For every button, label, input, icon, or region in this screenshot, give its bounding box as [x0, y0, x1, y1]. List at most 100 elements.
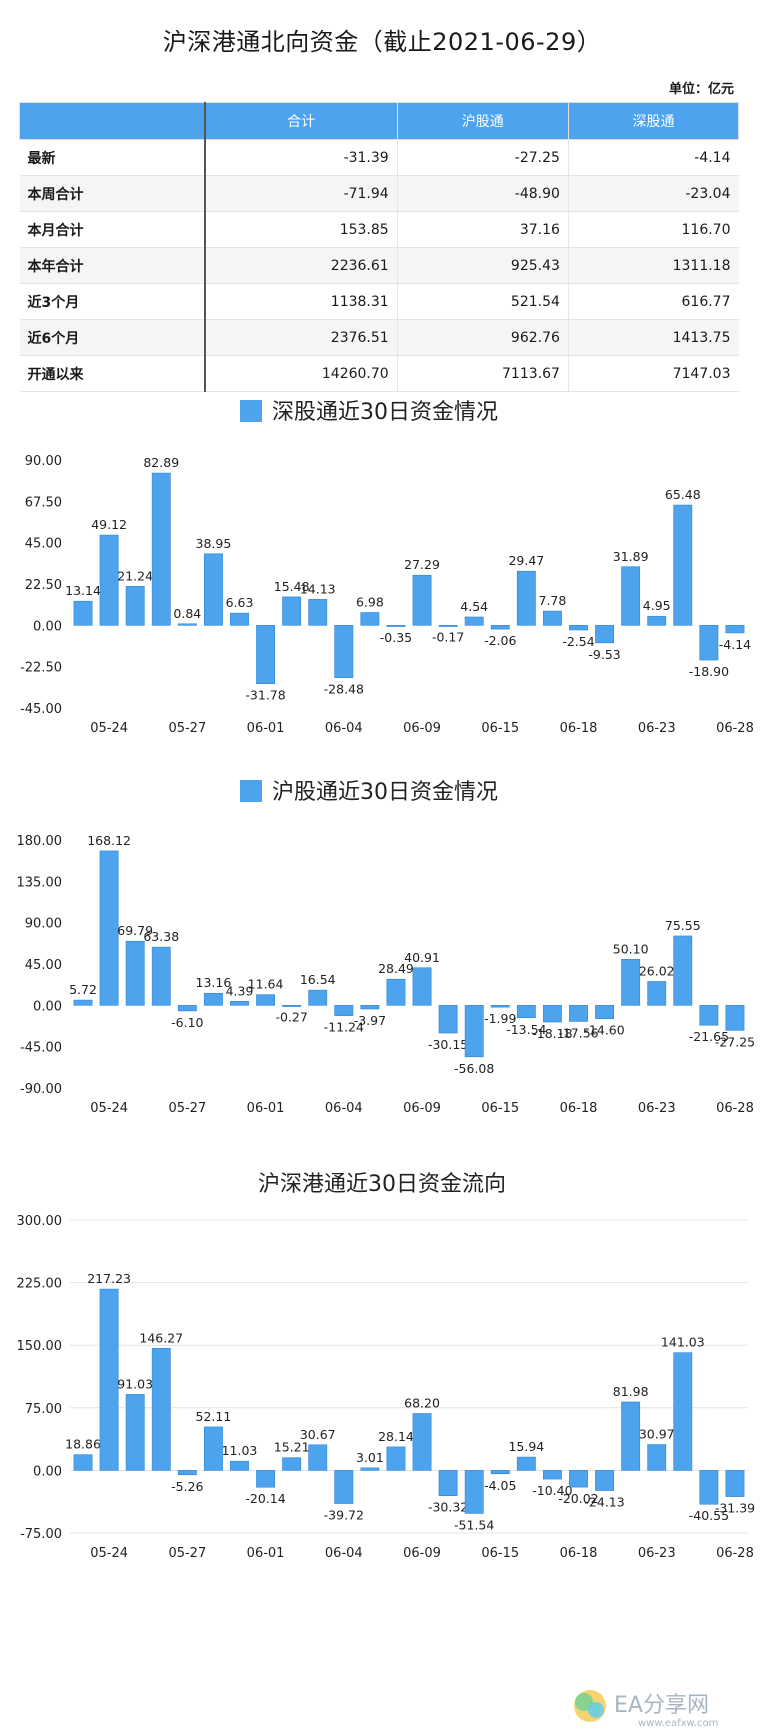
data-label: 3.01	[356, 1450, 384, 1465]
bar	[360, 612, 380, 626]
x-tick-label: 06-09	[403, 1546, 441, 1561]
table-row: 本月合计 153.85 37.16 116.70	[19, 211, 739, 248]
cell-total: 2236.61	[204, 247, 398, 284]
x-tick-label: 06-15	[481, 1101, 519, 1116]
row-label: 本月合计	[19, 211, 206, 248]
bar	[203, 1426, 223, 1471]
bar	[438, 1470, 458, 1497]
bar	[386, 625, 406, 627]
bar	[699, 625, 719, 661]
data-label: 7.78	[539, 593, 567, 608]
y-tick-label: 135.00	[17, 875, 63, 890]
svg-text:EA分享网: EA分享网	[614, 1693, 709, 1718]
data-label: 146.27	[139, 1330, 183, 1345]
shanghai-connect-chart-svg: 沪股通近30日资金情况 180.00 135.00 90.00 45.00 0.00 -45…	[17, 780, 755, 1116]
x-tick-label: 05-24	[90, 1101, 128, 1116]
data-label: 18.86	[65, 1437, 101, 1452]
x-tick-label: 05-24	[90, 721, 128, 736]
bar	[334, 1005, 354, 1016]
cell-shenzhen: 7147.03	[568, 355, 739, 392]
total-connect-chart-svg: 沪深港通近30日资金流向 300.00 225.00 150.00 75.00 0.00 -…	[17, 1172, 756, 1561]
data-label: -31.78	[245, 688, 285, 703]
data-label: 13.14	[65, 583, 101, 598]
cell-total: 2376.51	[204, 319, 398, 356]
bar	[516, 570, 536, 626]
data-label: -3.97	[354, 1013, 386, 1028]
data-label: 65.48	[665, 487, 701, 502]
y-tick-label: 45.00	[25, 537, 62, 552]
data-label: 0.84	[173, 606, 201, 621]
bar	[125, 586, 145, 626]
x-tick-label: 06-28	[716, 1546, 754, 1561]
y-tick-label: -45.00	[20, 702, 62, 717]
x-tick-label: 06-18	[560, 1546, 598, 1561]
data-label: -9.53	[588, 647, 620, 662]
bar	[490, 1470, 510, 1475]
bar	[386, 978, 406, 1006]
data-label: 21.24	[117, 568, 153, 583]
cell-shanghai: -27.25	[397, 139, 569, 176]
data-label: 28.14	[378, 1429, 414, 1444]
data-label: 40.91	[404, 950, 440, 965]
bar	[308, 599, 328, 626]
cell-shenzhen: 1413.75	[568, 319, 739, 356]
svg-text:www.eafxw.com: www.eafxw.com	[638, 1718, 718, 1729]
row-label: 本年合计	[19, 247, 206, 284]
watermark-logo: EA分享网 www.eafxw.com	[574, 1690, 718, 1729]
page-title: 沪深港通北向资金（截止2021-06-29）	[162, 28, 602, 56]
cell-total: 153.85	[204, 211, 398, 248]
x-tick-label: 05-27	[168, 1101, 206, 1116]
row-label: 近3个月	[19, 283, 206, 320]
bar	[542, 1005, 562, 1023]
bar	[177, 1005, 197, 1012]
y-tick-label: 90.00	[25, 454, 62, 469]
data-label: 4.54	[460, 599, 488, 614]
bar	[569, 625, 588, 631]
x-tick-label: 06-28	[716, 721, 754, 736]
table-row: 近6个月 2376.51 962.76 1413.75	[19, 319, 739, 356]
cell-shenzhen: -23.04	[568, 175, 739, 212]
bar	[230, 1001, 249, 1006]
bar	[73, 999, 93, 1006]
cell-total: -31.39	[204, 139, 398, 176]
data-label: -56.08	[454, 1061, 494, 1076]
data-label: 217.23	[87, 1271, 131, 1286]
bar	[73, 600, 93, 626]
x-tick-label: 06-01	[247, 1101, 285, 1116]
x-tick-label: 06-04	[325, 721, 363, 736]
data-label: 82.89	[143, 455, 179, 470]
data-label: 75.55	[665, 918, 701, 933]
x-tick-label: 05-27	[168, 721, 206, 736]
data-label: -28.48	[324, 682, 364, 697]
bar	[673, 1352, 693, 1471]
y-tick-label: 22.50	[25, 578, 62, 593]
bar	[99, 850, 119, 1006]
bar	[438, 625, 458, 627]
row-label: 本周合计	[19, 175, 206, 212]
bar	[621, 566, 641, 626]
data-label: -39.72	[324, 1508, 364, 1523]
row-label: 最新	[19, 139, 206, 176]
data-label: 15.48	[274, 579, 310, 594]
bar	[177, 623, 197, 626]
cell-shanghai: 521.54	[397, 283, 569, 320]
data-label: 52.11	[196, 1409, 232, 1424]
row-label: 开通以来	[19, 355, 206, 392]
data-label: -2.54	[562, 634, 594, 649]
table-row: 本年合计 2236.61 925.43 1311.18	[19, 247, 739, 284]
x-tick-label: 06-15	[481, 1546, 519, 1561]
data-label: 91.03	[117, 1376, 153, 1391]
data-label: -31.39	[715, 1501, 755, 1516]
table-header-shenzhen: 深股通	[567, 102, 740, 140]
bar	[151, 946, 171, 1006]
data-label: 30.67	[300, 1427, 336, 1442]
bar	[595, 1470, 615, 1491]
bar	[412, 574, 432, 626]
bar	[151, 1348, 171, 1471]
cell-shanghai: 37.16	[397, 211, 569, 248]
table-row: 最新 -31.39 -27.25 -4.14	[19, 139, 739, 176]
table-header-shanghai: 沪股通	[396, 102, 569, 140]
row-label: 近6个月	[19, 319, 206, 356]
data-label: 13.16	[196, 975, 232, 990]
cell-shenzhen: -4.14	[568, 139, 739, 176]
